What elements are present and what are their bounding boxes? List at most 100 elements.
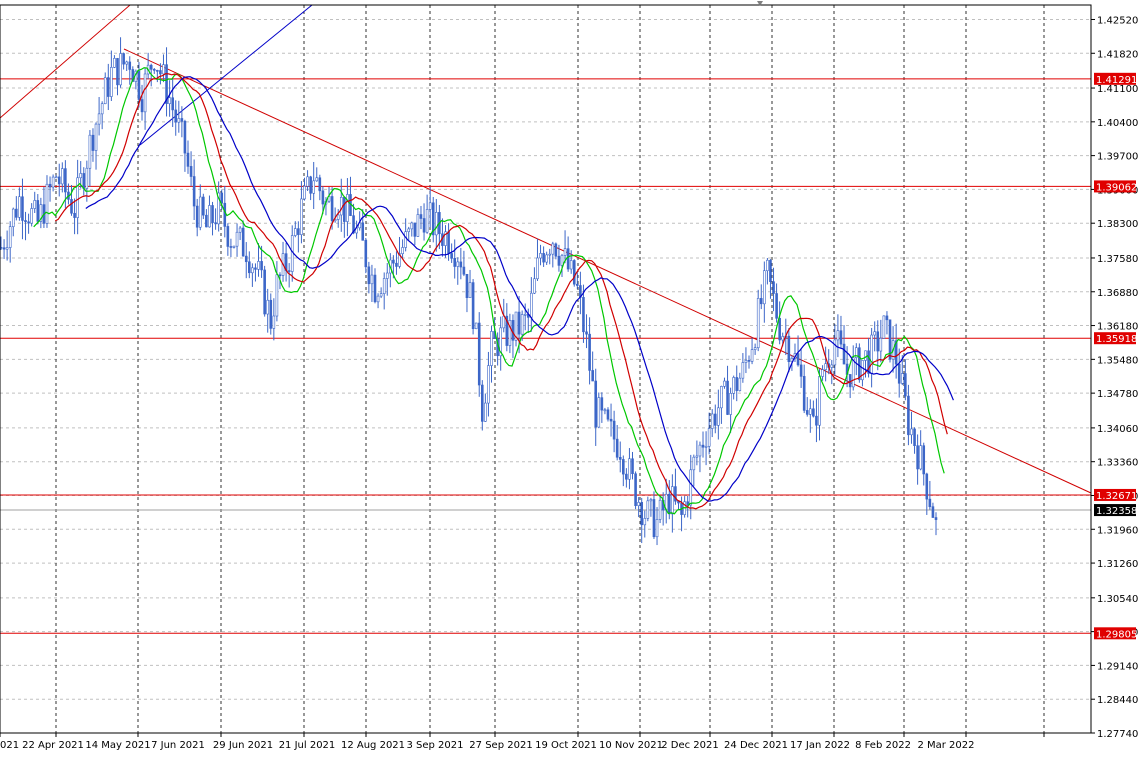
candle-body xyxy=(499,327,502,357)
candle-body xyxy=(272,315,276,329)
candle-body xyxy=(851,357,855,388)
level-label-bg xyxy=(1094,332,1136,345)
candle-body xyxy=(220,192,224,204)
level-labels: 1.41291 1.39062 1.35918 1.32671 1.29805 1.323… xyxy=(1094,72,1137,640)
candle-body xyxy=(805,410,809,415)
candle-body xyxy=(422,218,426,233)
y-tick-label: 1.37580 xyxy=(1097,254,1138,265)
candle-body xyxy=(551,243,555,255)
candle-body xyxy=(480,384,484,422)
candle-body xyxy=(260,261,263,271)
candle-body xyxy=(542,253,545,263)
candle-body xyxy=(517,311,521,335)
candle-body xyxy=(70,199,73,214)
candle-body xyxy=(796,353,800,366)
candle-body xyxy=(339,197,343,216)
candle-body xyxy=(416,214,420,237)
candle-body xyxy=(919,445,922,470)
candle-body xyxy=(131,69,135,82)
candle-body xyxy=(487,365,490,404)
candle-body xyxy=(309,176,312,194)
candle-body xyxy=(293,228,297,236)
level-label-bg xyxy=(1094,488,1136,501)
candle-body xyxy=(511,320,515,341)
candle-body xyxy=(229,246,233,248)
candle-body xyxy=(297,228,300,235)
candle-body xyxy=(490,331,493,366)
trend-lines[interactable] xyxy=(0,4,1092,494)
candle-body xyxy=(671,486,674,515)
candle-body xyxy=(643,518,647,526)
candle-body xyxy=(904,373,907,397)
candle-body xyxy=(217,192,220,225)
current-price-label: 1.32358 xyxy=(1096,506,1137,517)
candle-body xyxy=(717,407,720,426)
candle-body xyxy=(707,428,711,447)
level-label: 1.35918 xyxy=(1096,334,1137,345)
candle-body xyxy=(925,473,929,500)
candle-body xyxy=(710,413,714,429)
candle-body xyxy=(848,374,852,388)
x-tick-label: 22 Apr 2021 xyxy=(22,740,84,751)
candle-body xyxy=(54,176,58,179)
candle-body xyxy=(306,176,309,187)
candle-body xyxy=(180,118,184,122)
x-tick-label: 24 Dec 2021 xyxy=(724,740,788,751)
candle-body xyxy=(821,369,824,377)
candle-body xyxy=(637,502,640,506)
candle-body xyxy=(778,318,781,341)
level-label: 1.29805 xyxy=(1096,629,1137,640)
x-tick-label: 10 Nov 2021 xyxy=(599,740,663,751)
candle-body xyxy=(572,260,576,285)
candle-body xyxy=(548,253,552,256)
candle-body xyxy=(882,315,886,339)
candle-body xyxy=(545,254,548,263)
candle-body xyxy=(913,428,916,446)
chart-shift-marker-icon[interactable] xyxy=(757,1,763,6)
candle-body xyxy=(615,438,619,458)
candle-body xyxy=(156,70,159,72)
candle-body xyxy=(36,200,40,222)
candle-body xyxy=(907,395,910,436)
candle-body xyxy=(27,221,30,224)
time-axis[interactable]: 021 22 Apr 2021 14 May 2021 7 Jun 2021 29 Ju… xyxy=(0,733,1045,751)
x-tick-label: 2 Dec 2021 xyxy=(661,740,719,751)
candle-body xyxy=(241,227,245,257)
y-tick-label: 1.28440 xyxy=(1097,695,1138,706)
candle-body xyxy=(870,334,873,374)
candle-body xyxy=(211,205,214,223)
candle-body xyxy=(226,226,230,247)
candle-body xyxy=(842,343,846,365)
candle-body xyxy=(695,455,699,458)
candle-body xyxy=(766,259,769,272)
candle-body xyxy=(769,259,772,282)
candle-body xyxy=(254,267,257,270)
candle-body xyxy=(195,205,199,228)
candle-body xyxy=(413,222,417,237)
candle-body xyxy=(514,311,518,341)
candle-body xyxy=(39,204,43,222)
candle-body xyxy=(103,77,107,105)
candles xyxy=(0,37,938,546)
candle-body xyxy=(802,376,806,411)
y-tick-label: 1.27740 xyxy=(1097,729,1138,740)
candle-body xyxy=(720,386,723,409)
candle-body xyxy=(646,500,650,519)
candle-body xyxy=(30,208,33,224)
candle-body xyxy=(698,444,702,457)
candle-body xyxy=(692,456,696,471)
candle-body xyxy=(704,445,708,448)
candle-body xyxy=(235,231,239,247)
candle-body xyxy=(205,214,208,228)
candle-body xyxy=(370,274,374,285)
candle-body xyxy=(186,152,190,167)
y-tick-label: 1.39700 xyxy=(1097,152,1138,163)
candle-body xyxy=(582,297,585,333)
candle-body xyxy=(465,273,469,298)
candle-body xyxy=(738,377,742,391)
candle-body xyxy=(113,58,116,68)
candle-body xyxy=(484,402,487,422)
candle-body xyxy=(410,222,414,230)
